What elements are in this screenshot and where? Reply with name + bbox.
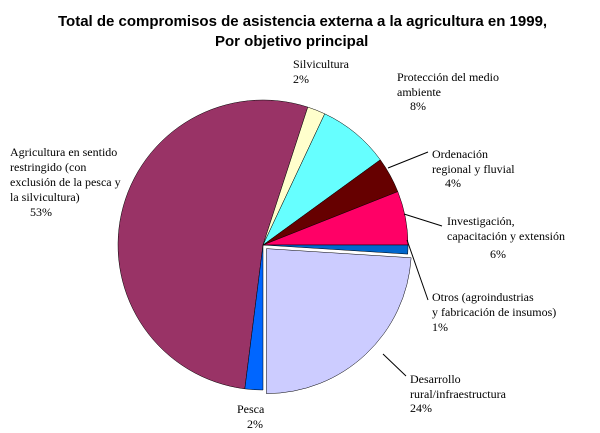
pie-slice: [266, 248, 412, 394]
value-label: 8%: [410, 99, 426, 113]
value-label: 4%: [445, 176, 461, 190]
slice-label: la silvicultura): [10, 190, 80, 204]
pie-slice: [117, 99, 309, 390]
slice-label: Pesca: [237, 402, 265, 416]
slice-label: restringido (con: [10, 160, 86, 174]
value-label: 2%: [293, 72, 309, 86]
value-label: 1%: [432, 320, 448, 334]
slice-label: regional y fluvial: [432, 162, 515, 176]
slice-label: rural/infraestructura: [410, 387, 507, 401]
leader-line: [387, 151, 429, 169]
slice-label: y fabricación de insumos): [432, 305, 556, 319]
slice-label: Ordenación: [432, 147, 488, 161]
slice-label: Desarrollo: [410, 372, 461, 386]
leader-line: [406, 239, 429, 301]
pie-slice: [244, 244, 264, 391]
value-label: 2%: [247, 417, 263, 431]
value-label: 53%: [30, 205, 52, 219]
leader-line: [403, 213, 443, 227]
value-label: 6%: [490, 247, 506, 261]
slice-label: Silvicultura: [293, 57, 350, 71]
chart-title: Total de compromisos de asistencia exter…: [58, 13, 547, 30]
chart-title: Por objetivo principal: [215, 33, 368, 50]
slice-label: ambiente: [397, 85, 441, 99]
slice-label: Otros (agroindustrias: [432, 290, 534, 304]
slice-label: Investigación,: [447, 214, 515, 228]
pie-slice: [262, 244, 409, 255]
slice-label: Agricultura en sentido: [10, 145, 117, 159]
value-label: 24%: [410, 401, 432, 415]
slice-label: Protección del medio: [397, 70, 499, 84]
slice-label: capacitación y extensión: [447, 229, 565, 243]
leader-line: [382, 353, 407, 377]
slice-label: exclusión de la pesca y: [10, 175, 121, 189]
